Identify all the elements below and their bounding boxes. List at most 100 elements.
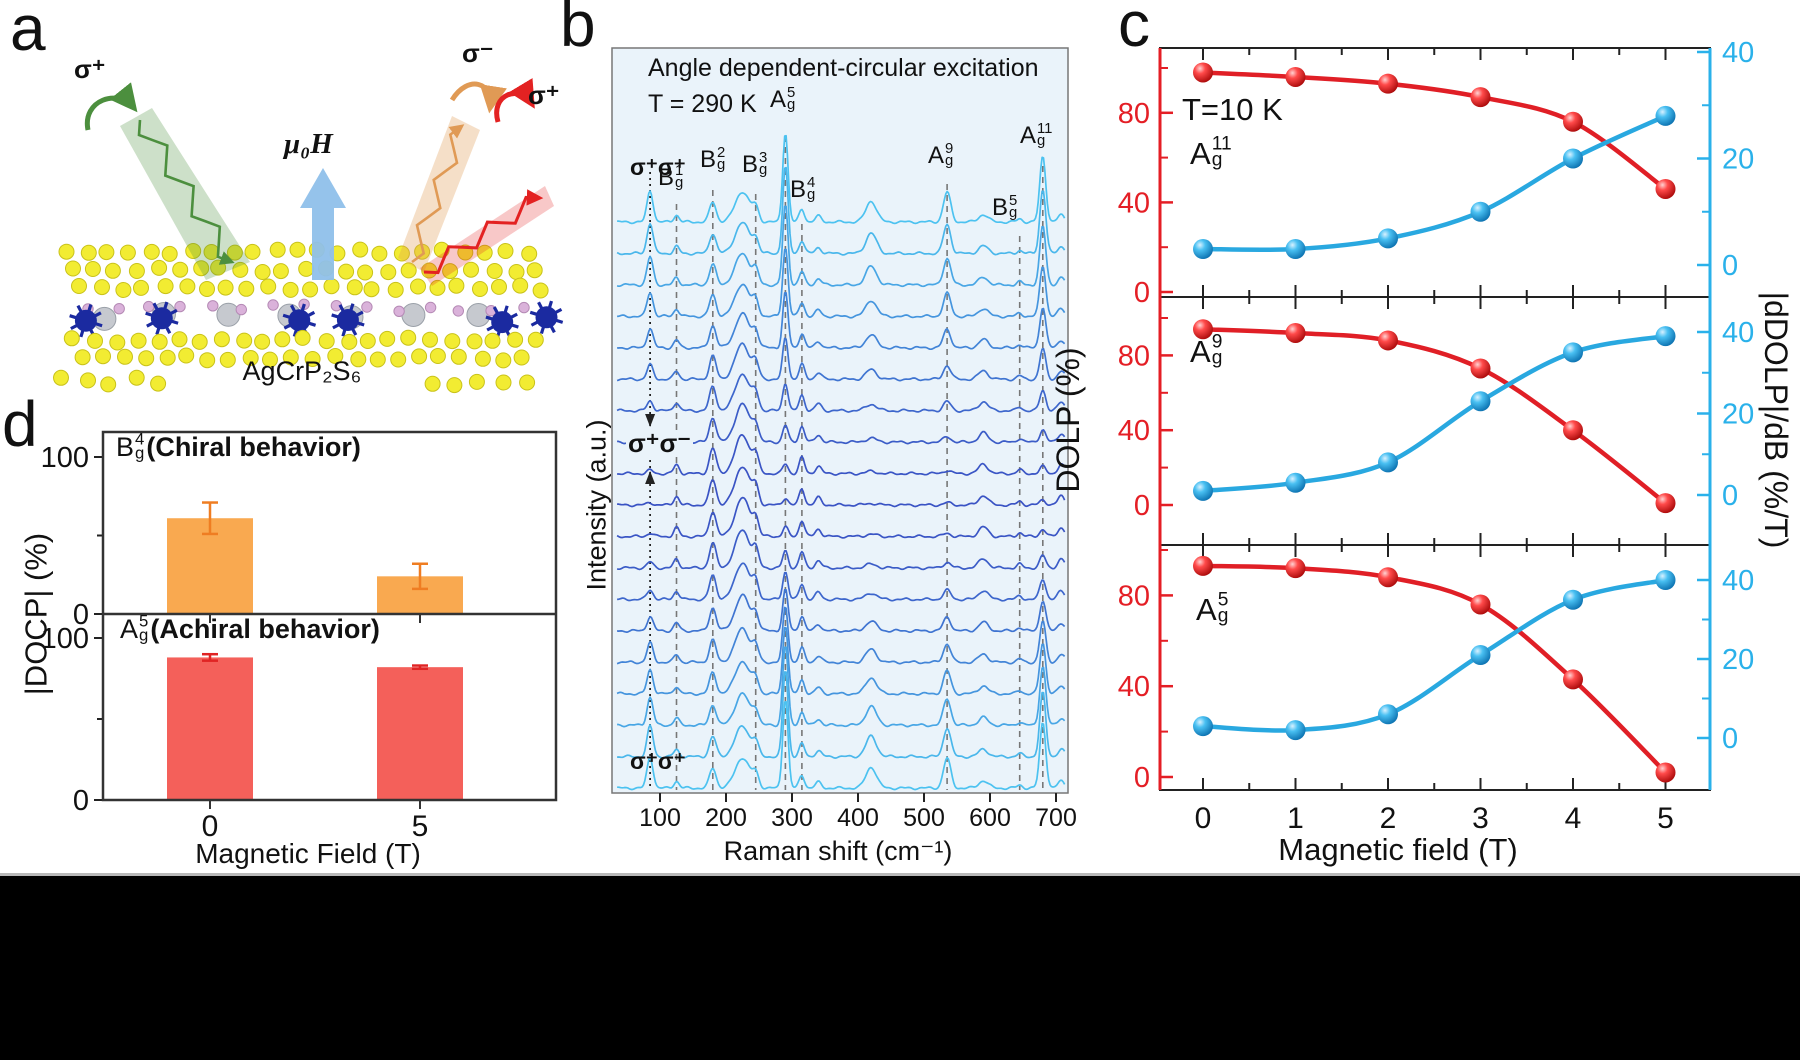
- x-tick-label: 100: [639, 804, 681, 832]
- sulfur-atom: [495, 374, 512, 391]
- sulfur-atom: [191, 333, 208, 350]
- x-tick-label: 200: [705, 804, 747, 832]
- sulfur-atom: [512, 277, 529, 294]
- ddolp-marker: [1655, 105, 1676, 126]
- mode-sup: 5: [1009, 192, 1018, 209]
- sulfur-atom: [282, 281, 299, 298]
- ddolp-marker: [1193, 716, 1213, 737]
- mode-sub: g: [1217, 605, 1229, 627]
- x-tick-label: 3: [1472, 802, 1489, 835]
- sulfur-atom: [318, 333, 335, 350]
- ddolp-marker: [1193, 239, 1213, 260]
- sulfur-atom: [236, 332, 253, 349]
- ddolp-marker: [1285, 720, 1306, 741]
- dolp-marker: [1563, 111, 1583, 132]
- figure-canvas: 100 200 300 400 500 600 700 0 1 2 3 4 50408002040040…: [41, 37, 1755, 843]
- sulfur-atom: [94, 279, 110, 296]
- ddolp-marker: [1563, 342, 1583, 363]
- sulfur-atom: [254, 264, 271, 280]
- sulfur-atom: [98, 244, 115, 261]
- mode-sub: g: [807, 186, 816, 203]
- sigma-minus-outgoing-label: σ⁻: [462, 38, 494, 68]
- spectrum-trace: [616, 529, 1066, 571]
- sulfur-atom: [143, 243, 160, 260]
- panel-b-label: b: [560, 0, 596, 60]
- raman-plot-frame: [611, 47, 1069, 794]
- sulfur-atom: [58, 243, 75, 260]
- left-tick-label: 0: [1134, 762, 1150, 794]
- spectrum-trace: [616, 373, 1066, 413]
- behavior-note: (Chiral behavior): [146, 432, 361, 462]
- spectrum-trace: [616, 588, 1066, 634]
- ddolp-marker: [1285, 239, 1306, 260]
- sulfur-atom: [486, 263, 503, 279]
- sulfur-atom: [393, 245, 410, 262]
- panel-c-ylabel-left: DOLP (%): [1050, 347, 1086, 493]
- sulfur-atom: [352, 241, 369, 258]
- panel-d-xlabel: Magnetic Field (T): [195, 838, 421, 869]
- mode-base: A: [928, 142, 945, 169]
- panel-c-label: c: [1118, 0, 1150, 60]
- dolp-marker: [1193, 555, 1213, 576]
- panel-c-dolp-plot: 0 1 2 3 4 5 0 40 80 0 20 40 0 40 80 0 20 40 0 40 80 0 20 40: [1118, 37, 1755, 835]
- sulfur-atom: [448, 277, 465, 294]
- polarization-bottom-label: σ⁺σ⁺: [630, 748, 686, 774]
- left-tick-label: 40: [1118, 187, 1150, 219]
- mode-sup: 5: [787, 84, 796, 101]
- chromium-atom: [74, 309, 97, 332]
- sulfur-atom: [472, 281, 488, 297]
- sulfur-atom: [238, 280, 255, 297]
- y-tick-label: 100: [41, 623, 89, 655]
- dolp-marker: [1563, 420, 1583, 441]
- mode-sup: 11: [1037, 120, 1053, 137]
- sulfur-atom: [272, 263, 289, 280]
- sulfur-atom: [65, 260, 81, 277]
- sulfur-atom: [400, 262, 417, 279]
- left-tick-label: 0: [1134, 490, 1150, 522]
- ddolp-marker: [1470, 201, 1491, 222]
- co-helicity-arrow: [494, 78, 535, 123]
- field-arrow: [300, 168, 346, 280]
- spectrum-trace: [616, 496, 1066, 539]
- sulfur-atom: [95, 348, 111, 365]
- sulfur-atom: [513, 349, 530, 366]
- chromium-atom: [491, 311, 514, 334]
- arrow-down-icon: [645, 414, 656, 427]
- mode-sup: 9: [945, 140, 954, 157]
- sulfur-atom: [193, 260, 210, 277]
- ddolp-marker: [1563, 148, 1583, 169]
- polarization-middle-label: σ⁺σ⁻: [626, 428, 694, 458]
- mode-label-c-ag11: A 11 g: [1190, 135, 1232, 170]
- right-tick-label: 40: [1722, 317, 1754, 349]
- spectrum-trace: [617, 646, 1066, 728]
- arrow-up-icon: [645, 471, 656, 484]
- crystal-lattice: [53, 241, 564, 394]
- sulfur-atom: [341, 333, 358, 350]
- sulfur-atom: [157, 278, 174, 295]
- sulfur-atom: [269, 241, 286, 258]
- panel-b-xlabel: Raman shift (cm⁻¹): [723, 836, 953, 866]
- panel-d-ylabel: |DOCP| (%): [18, 532, 54, 696]
- sulfur-atom: [363, 281, 380, 298]
- dolp-marker: [1378, 567, 1398, 588]
- spectrum-trace: [617, 562, 1066, 602]
- sulfur-atom: [115, 282, 132, 298]
- right-tick-label: 0: [1722, 723, 1738, 755]
- mode-sup: 2: [717, 144, 726, 161]
- panel-c-ylabel-right: |dDOLP|/dB (%/T): [1758, 291, 1794, 549]
- dolp-marker: [1655, 178, 1676, 199]
- dolp-marker: [1193, 319, 1213, 340]
- left-tick-label: 80: [1118, 98, 1150, 130]
- phosphorus-atom: [518, 301, 530, 314]
- dolp-marker: [1193, 62, 1213, 83]
- mode-base: A: [770, 86, 787, 113]
- ddolp-marker: [1470, 391, 1491, 412]
- x-tick-label: 1: [1287, 802, 1304, 835]
- sulfur-atom: [87, 332, 103, 349]
- polarization-top-label: σ⁺σ⁺: [630, 154, 686, 180]
- mode-sub: g: [1037, 132, 1046, 149]
- sulfur-atom: [161, 245, 178, 262]
- co-beam-wave: [423, 189, 544, 275]
